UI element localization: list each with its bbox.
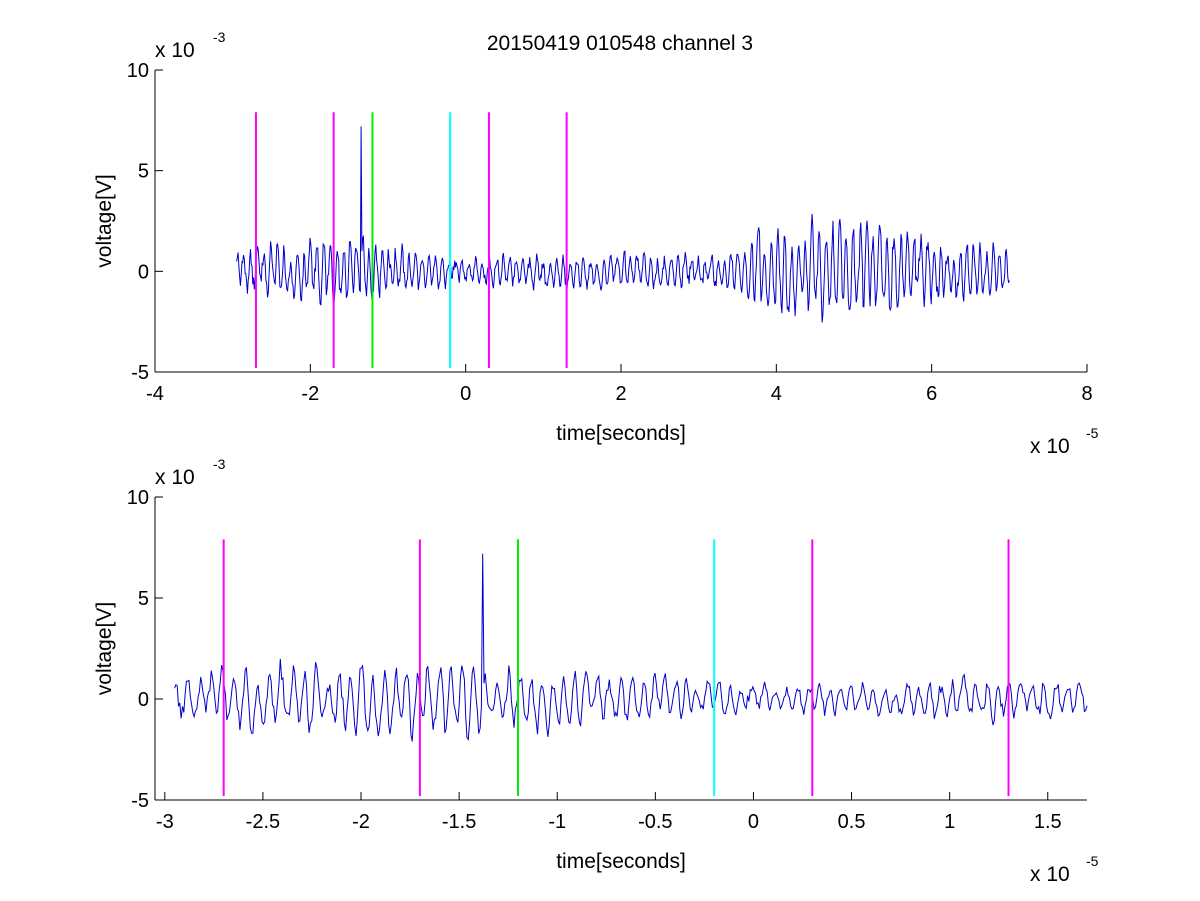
x-tick-label: -2	[301, 383, 319, 405]
y-axis-label: voltage[V]	[93, 174, 116, 267]
x-exponent-label: x 10	[1030, 435, 1070, 458]
y-exponent-power: -3	[213, 29, 226, 45]
x-tick-label: -2	[352, 811, 370, 833]
x-tick-label: 0	[460, 383, 471, 405]
x-tick-label: 2	[615, 383, 626, 405]
y-exponent-label: x 10	[155, 466, 195, 489]
top-subplot: -4 -2 0 2 4 6 8 -5 0 5 10 time[seconds] voltage[V] x …	[93, 29, 1099, 458]
x-tick-label: -0.5	[638, 811, 672, 833]
x-tick-label: -1	[548, 811, 566, 833]
x-axis-label: time[seconds]	[556, 850, 686, 873]
y-exponent-label: x 10	[155, 39, 195, 62]
x-tick-label: 4	[771, 383, 782, 405]
x-tick-label: -2.5	[246, 811, 280, 833]
x-tick-label: -4	[146, 383, 164, 405]
signal-trace-0	[174, 553, 1088, 742]
x-exponent-power: -5	[1086, 425, 1099, 441]
y-tick-label: 10	[127, 487, 149, 509]
y-exponent-power: -3	[213, 456, 226, 472]
x-tick-label: 0.5	[838, 811, 866, 833]
bottom-subplot: -3 -2.5 -2 -1.5 -1 -0.5 0 0.5 1 1.5 -5 0 5 10 time[sec…	[93, 456, 1099, 886]
y-axis-label: voltage[V]	[93, 602, 116, 695]
y-tick-label: 0	[138, 689, 149, 711]
x-tick-label: 1	[944, 811, 955, 833]
x-axis-label: time[seconds]	[556, 422, 686, 445]
x-tick-label: 6	[926, 383, 937, 405]
figure-title: 20150419 010548 channel 3	[487, 32, 753, 55]
signal-trace-0	[236, 126, 1010, 323]
x-exponent-power: -5	[1086, 853, 1099, 869]
x-tick-label: -1.5	[442, 811, 476, 833]
y-tick-label: 0	[138, 261, 149, 283]
y-tick-label: 5	[138, 588, 149, 610]
x-tick-label: 0	[748, 811, 759, 833]
y-tick-label: 10	[127, 60, 149, 82]
x-tick-label: 8	[1081, 383, 1092, 405]
y-tick-label: 5	[138, 161, 149, 183]
x-exponent-label: x 10	[1030, 863, 1070, 886]
x-tick-label: -3	[156, 811, 174, 833]
x-tick-label: 1.5	[1034, 811, 1062, 833]
y-tick-label: -5	[131, 790, 149, 812]
y-tick-label: -5	[131, 362, 149, 384]
